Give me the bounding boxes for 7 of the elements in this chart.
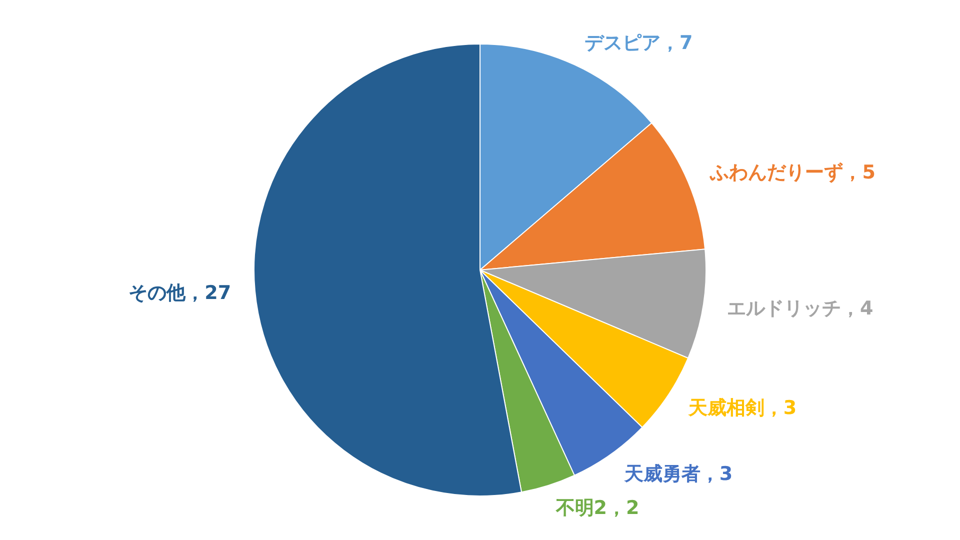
slice-label: その他，27: [128, 282, 232, 304]
slice-label: デスピア，7: [584, 32, 693, 54]
slice-label: 天威相剣，3: [687, 397, 797, 420]
slice-label: 不明2，2: [554, 497, 640, 520]
slice-label: エルドリッチ，4: [727, 297, 874, 320]
slice-label: ふわんだりーず，5: [709, 162, 876, 184]
slice-label: 天威勇者，3: [623, 463, 733, 486]
